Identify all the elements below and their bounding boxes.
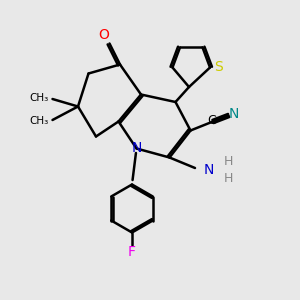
Text: CH₃: CH₃ bbox=[30, 116, 49, 126]
Text: H: H bbox=[224, 155, 233, 169]
Text: H: H bbox=[224, 172, 233, 185]
Text: F: F bbox=[128, 245, 136, 259]
Text: O: O bbox=[99, 28, 110, 42]
Text: N: N bbox=[131, 142, 142, 155]
Text: N: N bbox=[229, 107, 239, 121]
Text: CH₃: CH₃ bbox=[30, 93, 49, 103]
Text: N: N bbox=[204, 164, 214, 177]
Text: S: S bbox=[214, 60, 223, 74]
Text: C: C bbox=[207, 114, 216, 128]
